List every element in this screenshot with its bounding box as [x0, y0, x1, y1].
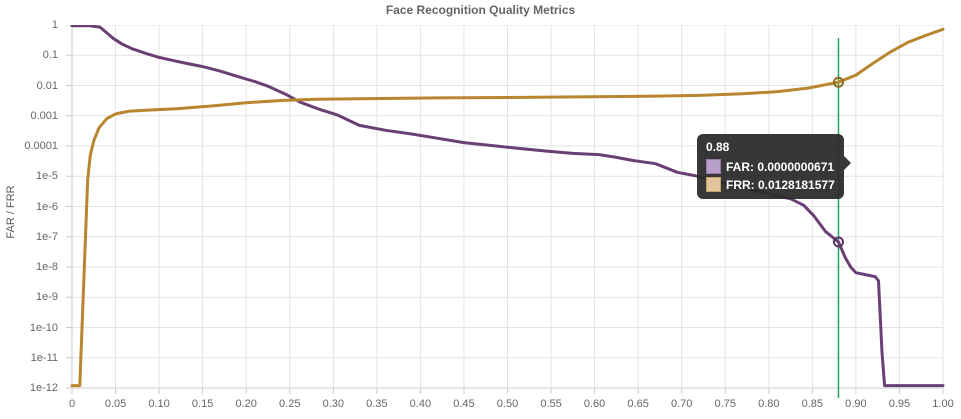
x-tick-label: 0 [68, 398, 76, 410]
far-marker[interactable] [832, 236, 844, 248]
frr-swatch-icon [706, 177, 721, 192]
frr-marker[interactable] [832, 76, 844, 88]
y-tick-label: 1e-10 [29, 321, 58, 334]
x-tick-label: 0.10 [148, 398, 170, 410]
y-tick-label: 1e-12 [29, 382, 58, 394]
tooltip-frr-text: FRR: 0.0128181577 [726, 177, 835, 192]
x-tick-label: 0.25 [279, 398, 301, 410]
x-tick-label: 0.90 [845, 398, 867, 410]
x-tick-label: 0.20 [235, 398, 257, 410]
plot-svg[interactable] [0, 25, 961, 410]
x-tick-label: 0.75 [714, 398, 736, 410]
tooltip-row-frr: FRR: 0.0128181577 [706, 177, 835, 192]
x-tick-label: 0.50 [496, 398, 519, 410]
y-tick-label: 0.01 [36, 79, 58, 92]
x-tick-label: 0.60 [583, 398, 606, 410]
y-tick-label: 1e-9 [35, 291, 58, 304]
y-tick-label: 0.0001 [24, 140, 58, 152]
x-tick-label: 0.35 [366, 398, 388, 410]
x-tick-label: 0.80 [758, 398, 780, 410]
y-tick-label: 0.001 [30, 109, 58, 122]
y-tick-label: 0.1 [42, 49, 58, 62]
x-tick-label: 1.00 [932, 398, 954, 410]
y-tick-label: 1e-8 [35, 261, 58, 273]
x-tick-label: 0.30 [322, 398, 344, 410]
x-tick-label: 0.05 [104, 398, 127, 410]
frr-curve [70, 27, 945, 388]
y-tick-label: 1 [51, 19, 58, 31]
x-tick-label: 0.40 [409, 398, 432, 410]
far-curve [70, 25, 945, 388]
x-tick-label: 0.70 [670, 398, 693, 410]
y-tick-label: 1e-6 [35, 200, 58, 213]
y-tick-label: 1e-11 [30, 351, 58, 364]
y-tick-label: 1e-5 [35, 170, 58, 183]
x-tick-label: 0.15 [191, 398, 214, 410]
far-swatch-icon [706, 159, 721, 174]
tooltip-title: 0.88 [706, 140, 730, 154]
tooltip-far-text: FAR: 0.0000000671 [726, 159, 835, 174]
x-tick-label: 0.95 [888, 398, 911, 410]
x-tick-label: 0.65 [627, 398, 649, 410]
hover-tooltip: 0.88 FAR: 0.0000000671 FRR: 0.0128181577 [697, 134, 851, 199]
chart-title: Face Recognition Quality Metrics [385, 3, 576, 17]
y-tick-label: 1e-7 [35, 230, 58, 243]
x-tick-label: 0.85 [801, 398, 824, 410]
tooltip-row-far: FAR: 0.0000000671 [706, 159, 835, 174]
x-tick-label: 0.55 [540, 398, 562, 410]
x-tick-label: 0.45 [453, 398, 475, 410]
